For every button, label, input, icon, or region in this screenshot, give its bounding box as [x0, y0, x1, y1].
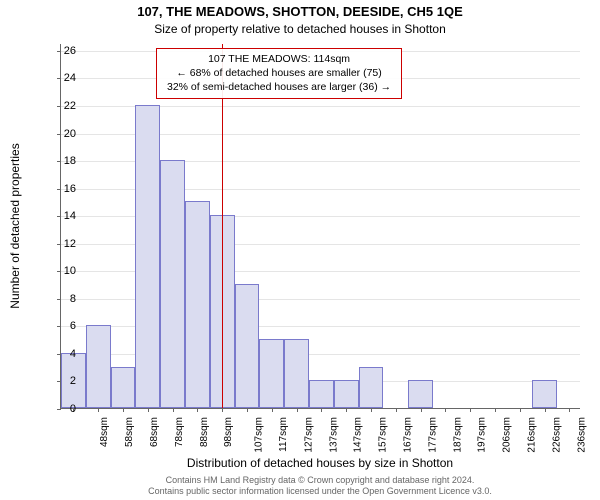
histogram-bar	[334, 380, 359, 408]
y-tick-label: 14	[46, 210, 76, 222]
x-tickmark	[421, 408, 422, 412]
x-tick-label: 78sqm	[174, 417, 185, 447]
histogram-bar	[86, 325, 111, 408]
footer-credits: Contains HM Land Registry data © Crown c…	[60, 475, 580, 498]
x-tick-label: 127sqm	[303, 417, 314, 453]
y-tick-label: 0	[46, 403, 76, 415]
x-tick-label: 216sqm	[527, 417, 538, 453]
histogram-bar	[135, 105, 160, 408]
histogram-bar	[309, 380, 334, 408]
x-tickmark	[222, 408, 223, 412]
x-tick-label: 58sqm	[124, 417, 135, 447]
x-tickmark	[520, 408, 521, 412]
footer-line2: Contains public sector information licen…	[60, 486, 580, 497]
y-tick-label: 18	[46, 155, 76, 167]
y-tick-label: 10	[46, 265, 76, 277]
x-tickmark	[197, 408, 198, 412]
x-tickmark	[445, 408, 446, 412]
x-tick-label: 177sqm	[427, 417, 438, 453]
page-subtitle: Size of property relative to detached ho…	[0, 22, 600, 36]
x-tick-label: 187sqm	[452, 417, 463, 453]
y-tick-label: 6	[46, 320, 76, 332]
callout-line3: 32% of semi-detached houses are larger (…	[167, 80, 391, 94]
x-tickmark	[371, 408, 372, 412]
x-tick-label: 226sqm	[551, 417, 562, 453]
histogram-bar	[408, 380, 433, 408]
x-tick-label: 107sqm	[254, 417, 265, 453]
x-tick-label: 167sqm	[403, 417, 414, 453]
x-tickmark	[470, 408, 471, 412]
x-tickmark	[272, 408, 273, 412]
callout-line1: 107 THE MEADOWS: 114sqm	[167, 52, 391, 66]
histogram-bar	[235, 284, 260, 408]
x-tick-label: 98sqm	[223, 417, 234, 447]
histogram-bar	[185, 201, 210, 408]
x-tickmark	[569, 408, 570, 412]
x-tickmark	[346, 408, 347, 412]
x-tick-label: 48sqm	[99, 417, 110, 447]
histogram-bar	[259, 339, 284, 408]
marker-callout: 107 THE MEADOWS: 114sqm← 68% of detached…	[156, 48, 402, 99]
x-tickmark	[545, 408, 546, 412]
x-tickmark	[123, 408, 124, 412]
y-axis-label: Number of detached properties	[8, 143, 22, 308]
histogram-bar	[284, 339, 309, 408]
x-tickmark	[396, 408, 397, 412]
y-tick-label: 20	[46, 128, 76, 140]
x-tick-label: 88sqm	[199, 417, 210, 447]
x-tick-label: 206sqm	[502, 417, 513, 453]
x-tickmark	[321, 408, 322, 412]
histogram-bar	[532, 380, 557, 408]
histogram-bar	[160, 160, 185, 408]
x-axis-label: Distribution of detached houses by size …	[60, 456, 580, 470]
y-tick-label: 16	[46, 183, 76, 195]
x-tick-label: 236sqm	[576, 417, 587, 453]
y-tick-label: 26	[46, 45, 76, 57]
page-title: 107, THE MEADOWS, SHOTTON, DEESIDE, CH5 …	[0, 4, 600, 19]
y-tick-label: 4	[46, 348, 76, 360]
x-tick-label: 147sqm	[353, 417, 364, 453]
callout-line2: ← 68% of detached houses are smaller (75…	[167, 66, 391, 80]
marker-line	[222, 44, 223, 408]
y-tick-label: 24	[46, 72, 76, 84]
x-tick-label: 117sqm	[278, 417, 289, 452]
y-tick-label: 8	[46, 293, 76, 305]
histogram-bar	[111, 367, 136, 408]
x-tickmark	[173, 408, 174, 412]
y-tick-label: 22	[46, 100, 76, 112]
x-tickmark	[297, 408, 298, 412]
footer-line1: Contains HM Land Registry data © Crown c…	[60, 475, 580, 486]
x-tickmark	[148, 408, 149, 412]
x-tick-label: 157sqm	[378, 417, 389, 453]
x-tick-label: 68sqm	[149, 417, 160, 447]
x-tickmark	[495, 408, 496, 412]
x-tick-label: 137sqm	[328, 417, 339, 453]
y-tick-label: 12	[46, 238, 76, 250]
chart-plot-area: 107 THE MEADOWS: 114sqm← 68% of detached…	[60, 44, 580, 409]
histogram-bar	[359, 367, 384, 408]
x-tick-label: 197sqm	[477, 417, 488, 453]
x-tickmark	[247, 408, 248, 412]
y-tick-label: 2	[46, 375, 76, 387]
x-tickmark	[98, 408, 99, 412]
